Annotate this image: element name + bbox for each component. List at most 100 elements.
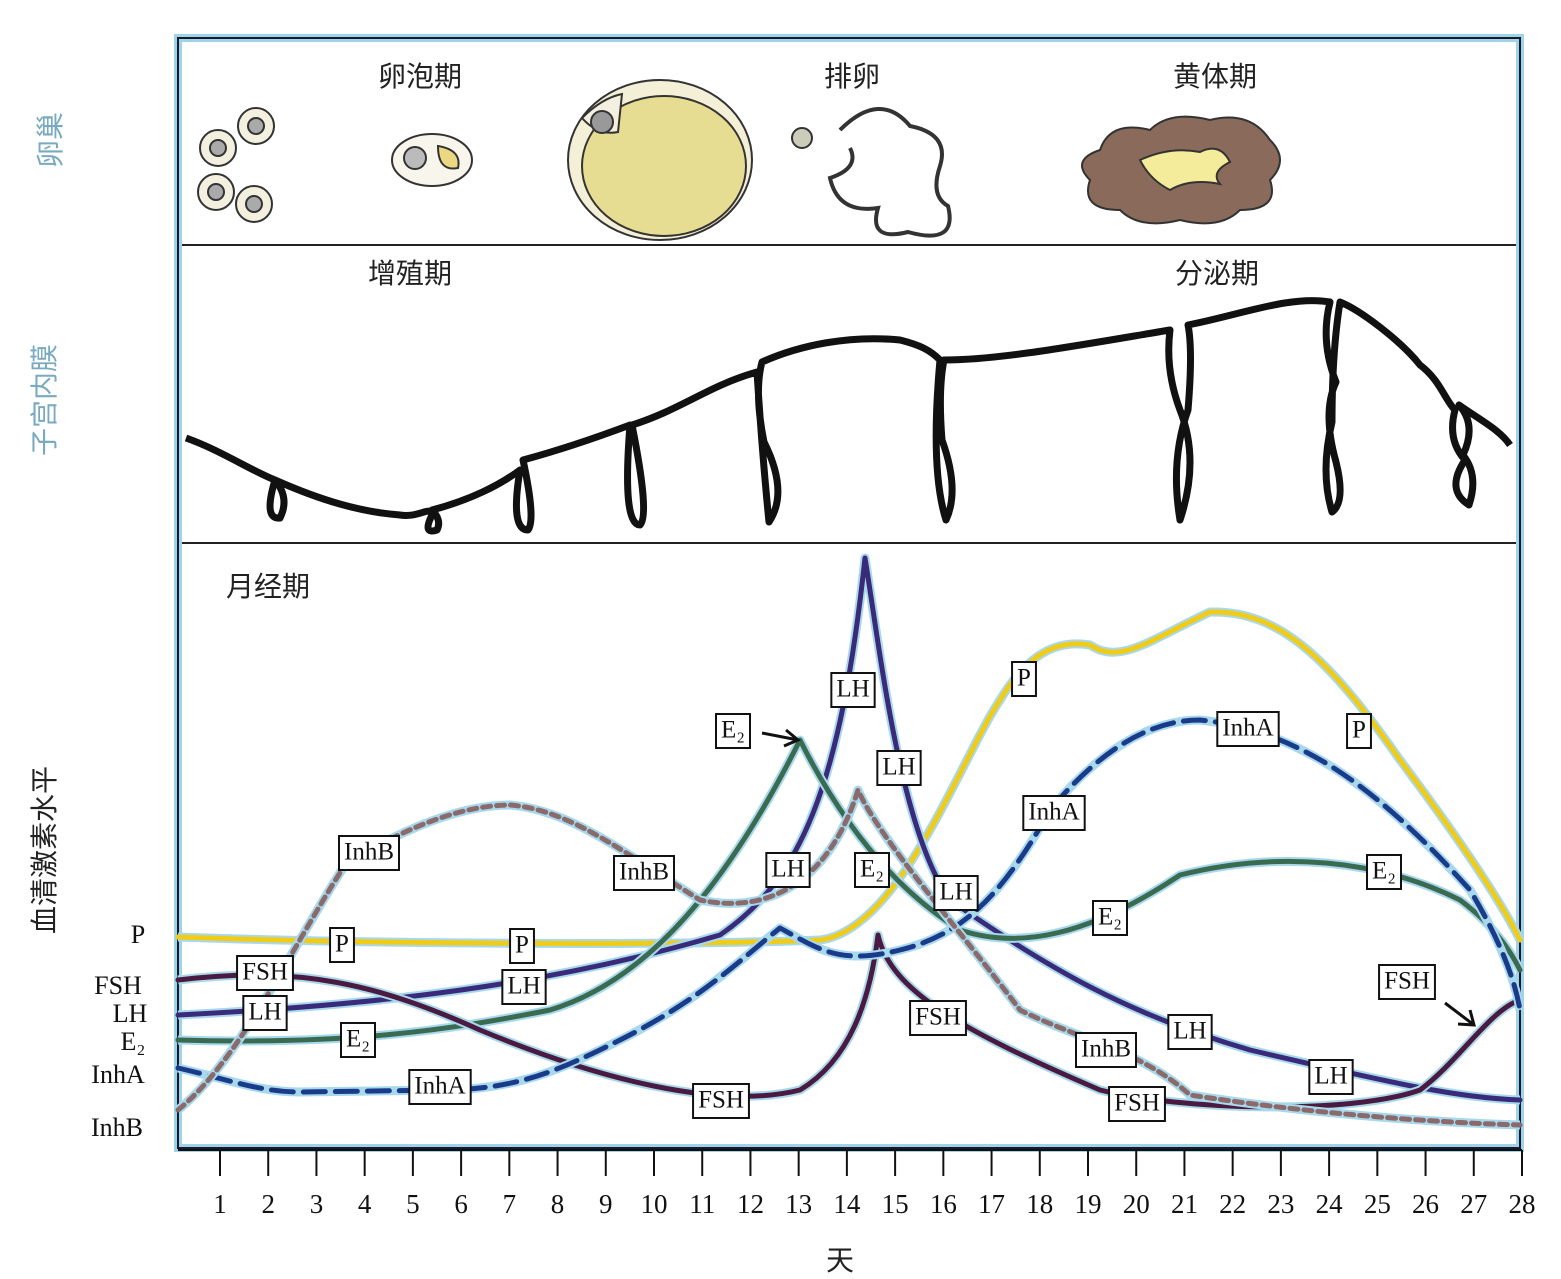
- frame: [174, 34, 1524, 1152]
- label-text: FSH: [915, 1004, 961, 1031]
- label-box: [765, 852, 811, 888]
- x-tick-label: 16: [930, 1189, 957, 1219]
- label-text: FSH: [698, 1087, 744, 1114]
- section-label: 血清激素水平: [28, 766, 61, 934]
- y-label: P: [131, 920, 145, 949]
- curve-label: E₂: [854, 852, 890, 888]
- phase-label: 月经期: [226, 570, 310, 603]
- label-text: FSH: [1114, 1090, 1160, 1117]
- curve-label: E₂: [715, 713, 751, 749]
- curve-label: LH: [933, 875, 979, 911]
- endometrium-line: [184, 297, 1513, 535]
- curve-label: LH: [876, 750, 922, 786]
- phase-label: 分泌期: [1175, 257, 1259, 290]
- label-text: LH: [248, 999, 281, 1026]
- label-box: [340, 1022, 376, 1058]
- label-box: [854, 852, 890, 888]
- y-label: InhB: [91, 1113, 143, 1142]
- curve-label: InhB: [613, 855, 675, 891]
- label-text: P: [515, 932, 529, 959]
- curve-label: FSH: [692, 1083, 750, 1119]
- curve-label: E₂: [340, 1022, 376, 1058]
- label-text: P: [1352, 717, 1366, 744]
- x-tick-label: 6: [454, 1189, 468, 1219]
- x-tick-label: 26: [1412, 1189, 1439, 1219]
- curve-label: InhB: [338, 835, 400, 871]
- label-box: [1075, 1032, 1137, 1068]
- label-text: InhB: [344, 839, 394, 866]
- x-tick-label: 7: [503, 1189, 517, 1219]
- curve-label: LH: [501, 969, 547, 1005]
- phase-label: 排卵: [824, 60, 880, 93]
- label-text: LH: [1314, 1063, 1347, 1090]
- x-tick-label: 21: [1171, 1189, 1198, 1219]
- label-text: LH: [507, 973, 540, 1000]
- x-tick-label: 15: [882, 1189, 909, 1219]
- label-box: [236, 955, 294, 991]
- x-tick-label: 2: [261, 1189, 275, 1219]
- section-label: 子宫内膜: [28, 344, 61, 456]
- x-tick-label: 20: [1123, 1189, 1150, 1219]
- arrow: [1444, 1001, 1476, 1027]
- ovary-illustration: [197, 79, 1281, 241]
- label-box: [501, 969, 547, 1005]
- x-tick-label: 22: [1219, 1189, 1246, 1219]
- label-box: [242, 995, 288, 1031]
- x-tick-label: 18: [1026, 1189, 1053, 1219]
- label-box: [1366, 854, 1402, 890]
- x-tick-label: 25: [1364, 1189, 1391, 1219]
- x-axis-label: 天: [826, 1244, 854, 1277]
- phase-label: 黄体期: [1173, 60, 1257, 93]
- phase-label: 增殖期: [368, 257, 452, 290]
- curve-label: P: [509, 928, 535, 964]
- frame-edge: [177, 37, 1521, 1149]
- curve-label: LH: [830, 672, 876, 708]
- curve-label: FSH: [1108, 1086, 1166, 1122]
- x-tick-label: 5: [406, 1189, 420, 1219]
- x-tick-label: 23: [1267, 1189, 1294, 1219]
- phase-label: 卵泡期: [378, 60, 462, 93]
- section-label: 卵巢: [34, 112, 67, 168]
- curve-label: E₂: [1366, 854, 1402, 890]
- x-tick-label: 3: [310, 1189, 324, 1219]
- curve-label: LH: [242, 995, 288, 1031]
- inha-curve: [175, 717, 1523, 1095]
- x-tick-label: 12: [737, 1189, 764, 1219]
- label-text: FSH: [242, 959, 288, 986]
- label-text: LH: [1173, 1018, 1206, 1045]
- label-box: [830, 672, 876, 708]
- label-text: E₂: [1372, 858, 1396, 885]
- curve-label: FSH: [909, 1000, 967, 1036]
- label-box: [509, 928, 535, 964]
- label-box: [1092, 900, 1128, 936]
- label-text: P: [335, 931, 349, 958]
- label-box: [338, 835, 400, 871]
- curve-label: InhB: [1075, 1032, 1137, 1068]
- label-text: E₂: [346, 1026, 370, 1053]
- label-box: [613, 855, 675, 891]
- y-label: E₂: [121, 1027, 146, 1056]
- curve-label: P: [1011, 661, 1037, 697]
- label-box: [408, 1069, 472, 1105]
- x-tick-label: 27: [1460, 1189, 1487, 1219]
- label-box: [692, 1083, 750, 1119]
- curve-label: LH: [1308, 1059, 1354, 1095]
- y-label: InhA: [91, 1060, 145, 1089]
- x-tick-label: 1: [213, 1189, 227, 1219]
- label-text: InhA: [414, 1073, 465, 1100]
- fsh-curve: [175, 932, 1523, 1110]
- x-tick-label: 19: [1075, 1189, 1102, 1219]
- label-box: [909, 1000, 967, 1036]
- label-text: InhB: [619, 859, 669, 886]
- x-tick-label: 24: [1316, 1189, 1344, 1219]
- label-box: [1022, 795, 1086, 831]
- label-text: E₂: [1098, 904, 1122, 931]
- x-tick-label: 17: [978, 1189, 1005, 1219]
- curve-label: E₂: [1092, 900, 1128, 936]
- x-tick-label: 14: [833, 1189, 861, 1219]
- label-text: LH: [771, 856, 804, 883]
- curve-label: InhA: [1022, 795, 1086, 831]
- label-text: LH: [882, 754, 915, 781]
- arrow: [761, 728, 801, 748]
